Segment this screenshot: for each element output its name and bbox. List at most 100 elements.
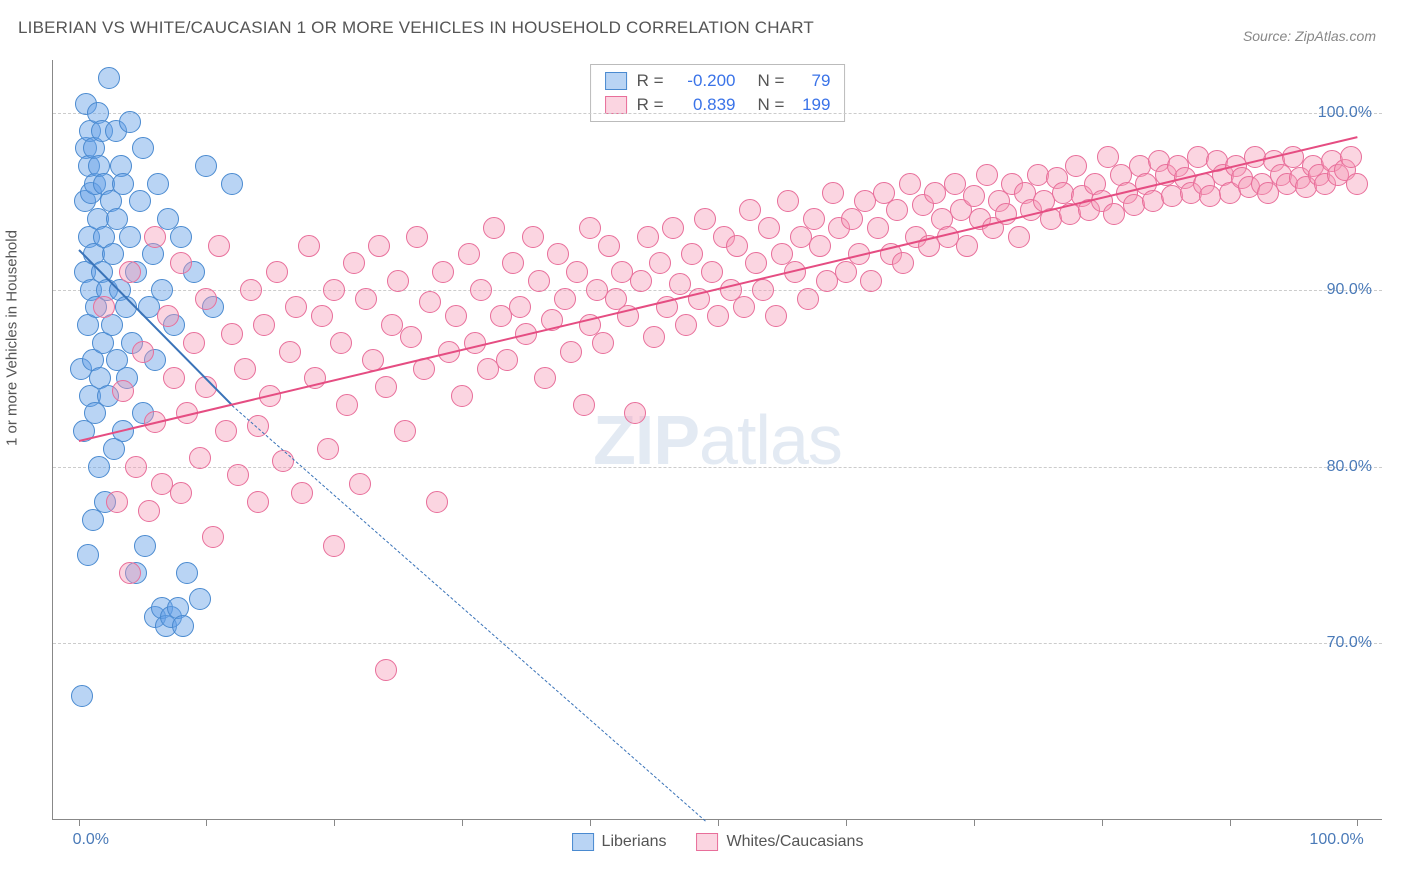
data-point [496,349,518,371]
data-point [1346,173,1368,195]
data-point [701,261,723,283]
data-point [419,291,441,313]
y-tick-label: 100.0% [1318,104,1372,122]
data-point [227,464,249,486]
data-point [189,588,211,610]
data-point [323,279,345,301]
data-point [291,482,313,504]
source-label: Source: ZipAtlas.com [1243,28,1376,44]
data-point [215,420,237,442]
data-point [406,226,428,248]
data-point [560,341,582,363]
data-point [221,323,243,345]
data-point [88,456,110,478]
data-point [566,261,588,283]
data-point [112,380,134,402]
legend-N-value: 79 [790,71,830,91]
data-point [649,252,671,274]
data-point [234,358,256,380]
data-point [509,296,531,318]
data-point [102,243,124,265]
data-point [765,305,787,327]
data-point [119,226,141,248]
data-point [387,270,409,292]
data-point [726,235,748,257]
data-point [554,288,576,310]
data-point [247,491,269,513]
data-point [573,394,595,416]
data-point [675,314,697,336]
legend-N-label: N = [758,71,785,91]
data-point [336,394,358,416]
data-point [134,535,156,557]
data-point [323,535,345,557]
data-point [1340,146,1362,168]
data-point [170,252,192,274]
data-point [119,562,141,584]
data-point [195,288,217,310]
data-point [253,314,275,336]
data-point [170,482,192,504]
data-point [752,279,774,301]
data-point [822,182,844,204]
data-point [272,450,294,472]
data-point [400,326,422,348]
legend-N-value: 199 [790,95,830,115]
data-point [1065,155,1087,177]
legend-swatch [605,72,627,90]
data-point [172,615,194,637]
data-point [899,173,921,195]
data-point [777,190,799,212]
data-point [976,164,998,186]
x-tick [718,819,719,826]
plot-area: ZIPatlas R =-0.200N =79R =0.839N =199 Li… [52,60,1382,820]
data-point [298,235,320,257]
data-point [119,111,141,133]
data-point [394,420,416,442]
x-tick [1230,819,1231,826]
data-point [681,243,703,265]
data-point [144,226,166,248]
data-point [886,199,908,221]
legend-swatch [696,833,718,851]
data-point [758,217,780,239]
data-point [643,326,665,348]
y-tick-label: 90.0% [1327,281,1372,299]
data-point [93,296,115,318]
data-point [451,385,473,407]
legend-label: Whites/Caucasians [726,833,863,851]
data-point [151,279,173,301]
data-point [285,296,307,318]
y-tick-label: 70.0% [1327,634,1372,652]
data-point [163,367,185,389]
x-tick [846,819,847,826]
data-point [119,261,141,283]
data-point [157,305,179,327]
data-point [809,235,831,257]
data-point [349,473,371,495]
data-point [132,341,154,363]
x-tick-label: 100.0% [1309,831,1363,849]
data-point [528,270,550,292]
data-point [375,376,397,398]
data-point [624,402,646,424]
data-point [867,217,889,239]
data-point [147,173,169,195]
data-point [330,332,352,354]
legend-R-value: -0.200 [670,71,736,91]
data-point [221,173,243,195]
x-tick [1357,819,1358,826]
data-point [662,217,684,239]
data-point [381,314,403,336]
gridline [53,643,1382,644]
data-point [739,199,761,221]
legend-R-value: 0.839 [670,95,736,115]
data-point [426,491,448,513]
data-point [707,305,729,327]
data-point [598,235,620,257]
legend-label: Liberians [602,833,667,851]
data-point [266,261,288,283]
x-tick [1102,819,1103,826]
x-tick [334,819,335,826]
data-point [317,438,339,460]
